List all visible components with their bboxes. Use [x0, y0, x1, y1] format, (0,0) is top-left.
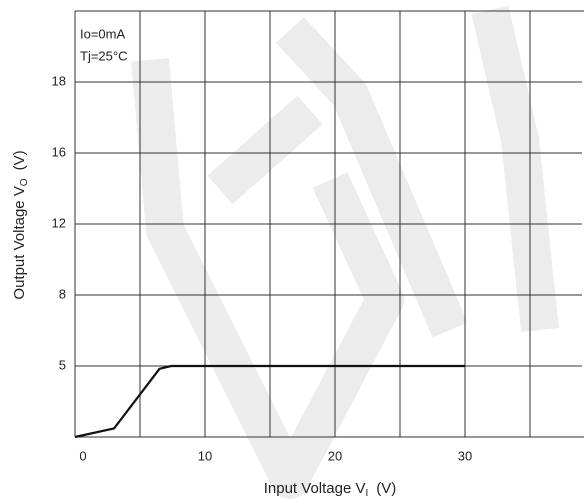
data-line — [74, 364, 465, 439]
y-tick-label: 16 — [52, 144, 66, 159]
y-axis-label-unit: (V) — [11, 150, 28, 170]
watermark-shape — [207, 95, 323, 205]
annotation: Io=0mA — [80, 26, 125, 41]
annotation: Tj=25°C — [80, 48, 127, 63]
y-axis-label-main: Output Voltage V — [11, 186, 28, 299]
y-tick-label: 18 — [52, 73, 66, 88]
x-tick-label: 0 — [79, 448, 86, 463]
x-axis-label-main: Input Voltage V — [264, 480, 366, 497]
y-axis-label-sub: O — [19, 178, 30, 186]
watermark-shape — [276, 17, 468, 338]
y-axis-label: Output Voltage VO (V) — [11, 150, 30, 299]
y-tick-label: 5 — [59, 357, 66, 372]
x-axis-label-unit: (V) — [376, 480, 396, 497]
y-tick-label: 12 — [52, 215, 66, 230]
watermark — [131, 5, 559, 499]
x-axis-label-sub: I — [365, 488, 368, 499]
watermark-shape — [131, 58, 404, 499]
watermark-shape — [471, 5, 559, 332]
plot-area — [74, 10, 584, 439]
x-axis-label: Input Voltage VI (V) — [264, 480, 397, 499]
x-tick-label: 20 — [328, 448, 342, 463]
x-tick-label: 30 — [458, 448, 472, 463]
x-tick-label: 10 — [198, 448, 212, 463]
y-tick-label: 8 — [59, 286, 66, 301]
